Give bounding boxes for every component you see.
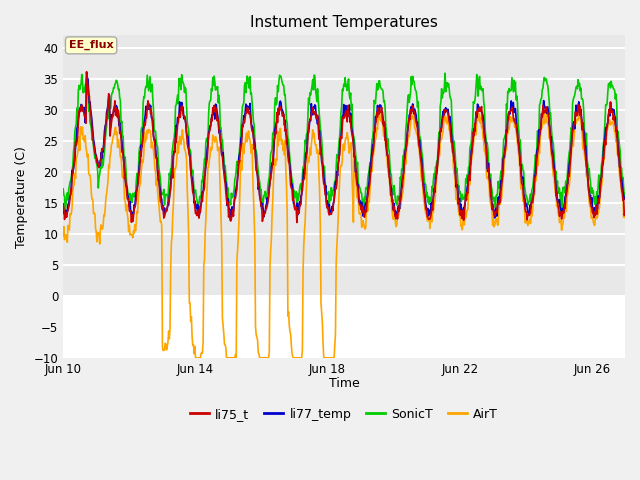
Title: Instument Temperatures: Instument Temperatures <box>250 15 438 30</box>
Bar <box>63 296 625 358</box>
Bar <box>63 36 625 296</box>
Y-axis label: Temperature (C): Temperature (C) <box>15 145 28 248</box>
Legend: li75_t, li77_temp, SonicT, AirT: li75_t, li77_temp, SonicT, AirT <box>185 403 503 426</box>
Text: EE_flux: EE_flux <box>68 40 113 50</box>
X-axis label: Time: Time <box>329 377 360 390</box>
